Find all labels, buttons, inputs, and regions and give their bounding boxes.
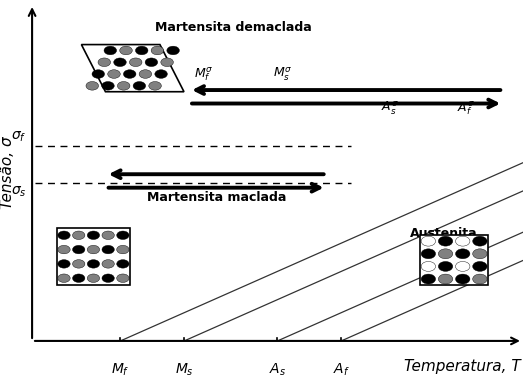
Circle shape xyxy=(130,58,142,67)
Circle shape xyxy=(73,231,85,240)
Polygon shape xyxy=(81,45,184,92)
Circle shape xyxy=(149,81,161,90)
Text: $M_s$: $M_s$ xyxy=(175,361,193,377)
Text: Martensita demaclada: Martensita demaclada xyxy=(155,21,311,34)
Circle shape xyxy=(73,245,85,254)
Circle shape xyxy=(58,260,70,268)
Circle shape xyxy=(58,245,70,254)
Circle shape xyxy=(135,46,148,55)
Circle shape xyxy=(438,236,453,246)
Circle shape xyxy=(73,274,85,282)
Text: $A_s^\sigma$: $A_s^\sigma$ xyxy=(382,99,399,117)
Circle shape xyxy=(116,245,129,254)
Circle shape xyxy=(102,245,114,254)
Circle shape xyxy=(87,231,100,240)
Circle shape xyxy=(58,274,70,282)
Circle shape xyxy=(473,274,487,284)
Text: Temperatura, T: Temperatura, T xyxy=(404,359,520,374)
Circle shape xyxy=(473,236,487,246)
Text: $M_f^\sigma$: $M_f^\sigma$ xyxy=(194,66,213,83)
Text: Austenita: Austenita xyxy=(410,227,477,240)
Circle shape xyxy=(116,231,129,240)
Circle shape xyxy=(73,260,85,268)
Bar xyxy=(420,235,489,285)
Circle shape xyxy=(473,249,487,259)
Circle shape xyxy=(98,58,111,67)
Circle shape xyxy=(114,58,126,67)
Circle shape xyxy=(473,262,487,271)
Bar xyxy=(56,228,130,285)
Circle shape xyxy=(155,70,168,78)
Text: $A_f$: $A_f$ xyxy=(333,361,350,377)
Circle shape xyxy=(455,262,470,271)
Text: Martensita maclada: Martensita maclada xyxy=(148,191,287,204)
Circle shape xyxy=(108,70,120,78)
Text: $M_f$: $M_f$ xyxy=(111,361,130,377)
Circle shape xyxy=(438,249,453,259)
Circle shape xyxy=(102,81,114,90)
Circle shape xyxy=(92,70,104,78)
Circle shape xyxy=(139,70,152,78)
Circle shape xyxy=(167,46,179,55)
Circle shape xyxy=(104,46,116,55)
Circle shape xyxy=(455,274,470,284)
Text: $A_f^\sigma$: $A_f^\sigma$ xyxy=(457,99,475,117)
Circle shape xyxy=(438,274,453,284)
Text: Tensão, σ: Tensão, σ xyxy=(0,136,15,209)
Circle shape xyxy=(421,236,436,246)
Circle shape xyxy=(87,260,100,268)
Circle shape xyxy=(86,81,99,90)
Circle shape xyxy=(87,274,100,282)
Circle shape xyxy=(133,81,145,90)
Circle shape xyxy=(87,245,100,254)
Text: $A_s$: $A_s$ xyxy=(269,361,286,377)
Circle shape xyxy=(102,260,114,268)
Text: $M_s^\sigma$: $M_s^\sigma$ xyxy=(272,66,292,83)
Circle shape xyxy=(102,231,114,240)
Circle shape xyxy=(102,274,114,282)
Circle shape xyxy=(118,81,130,90)
Circle shape xyxy=(161,58,173,67)
Text: $\sigma_s$: $\sigma_s$ xyxy=(11,184,26,199)
Circle shape xyxy=(123,70,136,78)
Circle shape xyxy=(116,274,129,282)
Circle shape xyxy=(58,231,70,240)
Circle shape xyxy=(151,46,164,55)
Text: $\sigma_f$: $\sigma_f$ xyxy=(11,130,26,144)
Circle shape xyxy=(421,274,436,284)
Circle shape xyxy=(116,260,129,268)
Circle shape xyxy=(455,236,470,246)
Circle shape xyxy=(455,249,470,259)
Circle shape xyxy=(421,249,436,259)
Circle shape xyxy=(438,262,453,271)
Circle shape xyxy=(421,262,436,271)
Circle shape xyxy=(120,46,132,55)
Circle shape xyxy=(145,58,158,67)
